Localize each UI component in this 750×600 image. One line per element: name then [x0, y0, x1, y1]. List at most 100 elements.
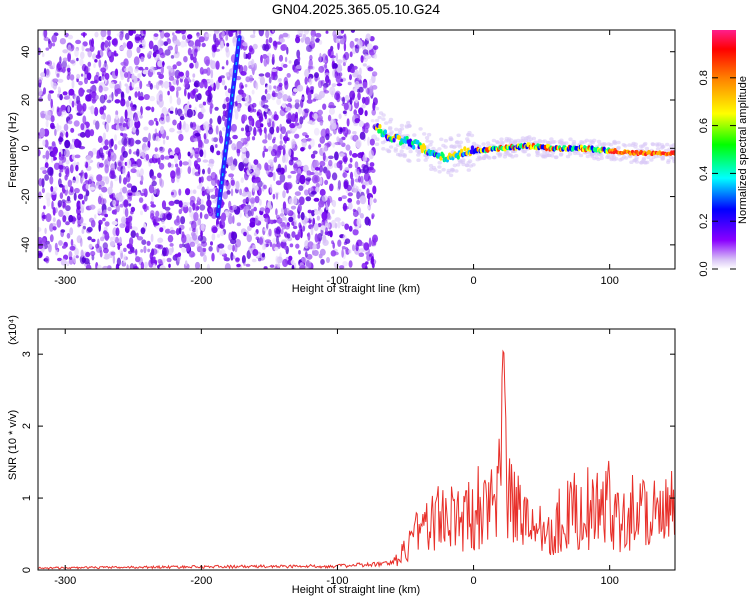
noise-blob — [265, 30, 270, 39]
noise-blob — [294, 133, 300, 139]
noise-blob — [178, 208, 183, 215]
noise-blob — [305, 260, 312, 269]
noise-blob — [126, 40, 133, 50]
noise-blob — [134, 68, 139, 73]
noise-blob — [57, 86, 61, 91]
track-halo — [425, 139, 430, 143]
noise-blob — [184, 40, 188, 47]
noise-blob — [281, 222, 286, 230]
noise-blob — [80, 249, 84, 258]
track-halo — [397, 152, 403, 157]
noise-blob — [223, 255, 228, 261]
noise-blob — [167, 234, 174, 243]
noise-blob — [255, 120, 262, 129]
noise-blob — [210, 241, 213, 246]
noise-blob — [219, 249, 226, 255]
noise-blob — [253, 232, 257, 237]
track-halo — [424, 136, 430, 140]
noise-blob — [140, 227, 146, 235]
track-halo — [525, 136, 530, 140]
noise-blob — [140, 56, 145, 62]
track-halo — [644, 146, 650, 151]
noise-blob — [93, 74, 100, 84]
noise-blob — [71, 180, 76, 184]
track-halo — [448, 173, 454, 178]
track-halo — [540, 139, 546, 144]
noise-blob — [226, 157, 233, 167]
track-halo — [466, 168, 471, 172]
noise-blob — [110, 52, 115, 57]
noise-blob — [350, 30, 355, 33]
track-halo — [542, 150, 547, 155]
noise-blob — [273, 227, 279, 234]
noise-blob — [230, 164, 236, 171]
noise-blob — [316, 94, 323, 101]
noise-blob — [251, 136, 256, 141]
track-halo — [485, 141, 491, 145]
noise-blob — [241, 192, 248, 197]
track-core — [378, 124, 382, 129]
noise-blob — [238, 30, 242, 36]
track-core — [379, 128, 383, 134]
noise-blob — [262, 244, 266, 250]
noise-blob — [254, 185, 259, 191]
noise-blob — [93, 63, 96, 69]
spectrogram-y-ticks: -40 -20 0 20 40 — [20, 46, 675, 253]
noise-blob — [313, 197, 320, 202]
noise-blob — [104, 139, 109, 146]
noise-blob — [92, 53, 97, 60]
track-halo — [377, 115, 382, 120]
noise-blob — [311, 209, 315, 217]
noise-blob — [309, 54, 313, 61]
noise-blob — [358, 120, 364, 128]
noise-blob — [96, 161, 101, 169]
noise-blob — [353, 88, 358, 92]
noise-blob — [186, 108, 193, 118]
track-halo — [526, 153, 531, 157]
noise-blob — [267, 111, 273, 116]
noise-blob — [198, 36, 205, 43]
noise-blob — [246, 169, 252, 174]
noise-blob — [245, 150, 250, 159]
noise-blob — [293, 122, 300, 126]
noise-blob — [269, 126, 275, 135]
noise-blob — [359, 131, 366, 140]
noise-blob — [59, 38, 66, 45]
track-halo — [582, 140, 587, 144]
noise-blob — [224, 85, 227, 91]
noise-blob — [262, 99, 269, 103]
noise-blob — [196, 221, 199, 226]
track-halo — [374, 118, 380, 123]
track-halo — [665, 142, 670, 147]
noise-blob — [149, 83, 153, 90]
noise-blob — [88, 243, 93, 249]
noise-blob — [170, 106, 174, 112]
track-halo — [471, 163, 476, 167]
noise-blob — [56, 61, 63, 71]
noise-blob — [221, 79, 226, 86]
noise-blob — [118, 249, 124, 254]
noise-blob — [127, 111, 134, 119]
noise-blob — [119, 203, 124, 208]
noise-blob — [124, 207, 129, 218]
track-halo — [547, 141, 552, 145]
noise-blob — [193, 138, 198, 142]
noise-blob — [188, 206, 192, 213]
noise-blob — [140, 249, 144, 253]
noise-blob — [297, 203, 302, 212]
noise-blob — [201, 42, 206, 48]
noise-blob — [278, 54, 284, 62]
noise-blob — [152, 256, 156, 261]
noise-blob — [100, 114, 106, 120]
noise-blob — [102, 265, 109, 269]
noise-blob — [275, 242, 281, 248]
noise-blob — [178, 200, 183, 208]
track-halo — [460, 160, 466, 164]
track-halo — [642, 160, 648, 165]
noise-blob — [69, 74, 75, 81]
colorbar-tick-label: 0.8 — [698, 70, 710, 85]
noise-blob — [331, 209, 335, 215]
noise-blob — [264, 148, 269, 152]
noise-blob — [175, 39, 180, 44]
noise-blob — [178, 227, 182, 235]
